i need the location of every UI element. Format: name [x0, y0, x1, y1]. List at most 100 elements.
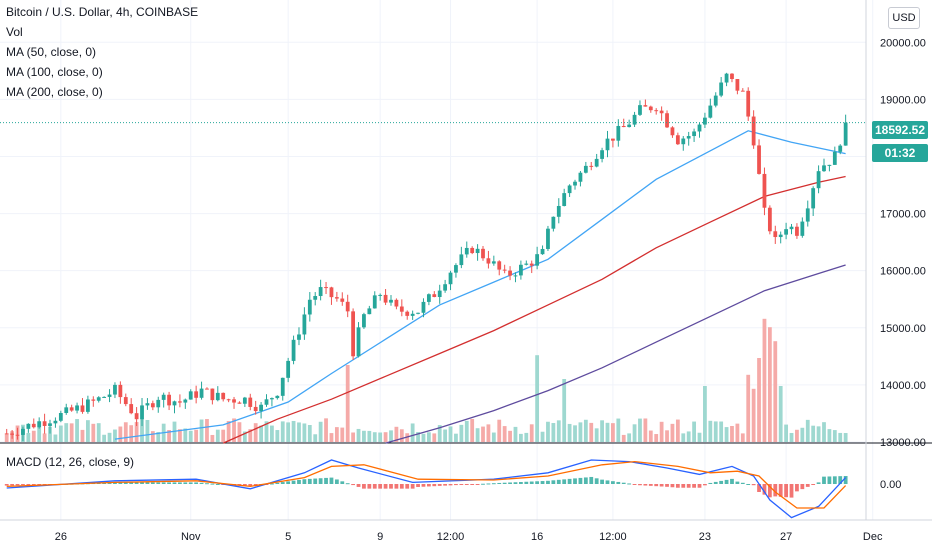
currency-button[interactable]: USD: [888, 7, 920, 29]
volume-bar: [286, 422, 291, 442]
macd-histogram-bar: [437, 484, 442, 486]
volume-bar: [740, 433, 745, 442]
volume-bar: [356, 428, 361, 442]
candle-body: [778, 234, 783, 238]
macd-histogram-bar: [659, 484, 664, 487]
macd-histogram-bar: [275, 482, 280, 484]
candle-body: [356, 327, 361, 357]
macd-histogram-bar: [156, 482, 161, 484]
candle-body: [816, 171, 821, 189]
legend-ma200[interactable]: MA (200, close, 0): [6, 85, 103, 99]
candle-body: [740, 90, 745, 92]
candle-body: [53, 420, 58, 424]
volume-bar: [524, 432, 529, 442]
candle-body: [123, 397, 128, 405]
macd-histogram-bar: [746, 484, 751, 485]
volume-bar: [199, 419, 204, 442]
macd-histogram-bar: [318, 478, 323, 484]
time-tick-label: Dec: [863, 531, 883, 543]
candle-body: [156, 399, 161, 408]
candle-body: [486, 258, 491, 264]
candle-body: [600, 150, 604, 159]
macd-histogram-bar: [416, 484, 420, 487]
macd-histogram-bar: [10, 484, 15, 486]
macd-histogram-bar: [329, 477, 334, 484]
macd-line: [6, 459, 847, 519]
volume-bar: [118, 426, 123, 442]
macd-histogram-bar: [751, 484, 756, 486]
candle-body: [719, 82, 724, 96]
volume-bar: [746, 374, 751, 442]
macd-histogram-bar: [784, 484, 789, 498]
volume-bar: [751, 388, 756, 442]
candle-body: [470, 247, 475, 254]
macd-histogram-bar: [215, 484, 220, 485]
candle-body: [15, 434, 20, 436]
volume-bar: [481, 426, 485, 442]
candle-body: [730, 73, 734, 80]
volume-bar: [670, 423, 675, 442]
candle-body: [237, 402, 242, 404]
candle-body: [811, 188, 816, 209]
volume-bar: [432, 433, 437, 442]
macd-histogram-bar: [540, 481, 545, 484]
candle-body: [21, 428, 25, 435]
macd-histogram-bar: [681, 484, 686, 488]
macd-histogram-bar: [654, 484, 659, 487]
legend-vol[interactable]: Vol: [6, 25, 23, 39]
candle-body: [399, 306, 404, 312]
symbol-title[interactable]: Bitcoin / U.S. Dollar, 4h, COINBASE: [6, 5, 199, 19]
volume-bars: [4, 318, 848, 442]
candle-body: [654, 110, 659, 112]
macd-histogram-bar: [21, 484, 25, 486]
volume-bar: [708, 420, 713, 442]
candle-body: [643, 105, 648, 107]
candle-body: [800, 221, 805, 236]
candle-body: [675, 135, 680, 145]
volume-bar: [215, 429, 220, 442]
macd-histogram-bar: [432, 484, 437, 487]
candle-body: [459, 254, 464, 266]
macd-histogram-bar: [351, 484, 356, 486]
volume-bar: [470, 418, 475, 442]
volume-bar: [270, 425, 274, 442]
macd-histogram-bar: [632, 484, 637, 485]
candle-body: [161, 394, 166, 400]
legend-ma100[interactable]: MA (100, close, 0): [6, 65, 103, 79]
candle-body: [589, 165, 594, 167]
volume-bar: [767, 327, 772, 442]
candle-body: [394, 299, 399, 307]
volume-bar: [37, 427, 42, 442]
volume-bar: [648, 430, 653, 442]
macd-histogram-bar: [573, 478, 577, 484]
candle-body: [91, 399, 96, 401]
macd-legend[interactable]: MACD (12, 26, close, 9): [6, 455, 135, 469]
volume-bar: [362, 430, 366, 442]
macd-histogram-bar: [291, 480, 296, 484]
macd-histogram-bar: [145, 482, 150, 484]
candle-body: [64, 407, 69, 414]
candle-body: [475, 248, 480, 254]
candle-body: [270, 398, 274, 400]
macd-histogram-bar: [210, 483, 215, 485]
candle-body: [405, 311, 410, 316]
candle-body: [703, 117, 707, 125]
ma200-line: [385, 264, 846, 444]
legend-ma50[interactable]: MA (50, close, 0): [6, 45, 97, 59]
macd-histogram-bar: [562, 479, 567, 484]
macd-histogram-bar: [497, 482, 502, 484]
volume-bar: [210, 434, 215, 442]
macd-histogram-bar: [616, 481, 621, 484]
macd-histogram-bar: [594, 478, 599, 484]
macd-histogram-bar: [399, 484, 404, 489]
candle-body: [832, 151, 837, 165]
candle-body: [708, 105, 713, 118]
volume-bar: [583, 419, 588, 442]
volume-bar: [80, 429, 85, 442]
macd-histogram-bar: [670, 484, 675, 488]
candle-body: [784, 229, 789, 235]
volume-bar: [805, 419, 810, 442]
volume-bar: [832, 430, 837, 442]
candle-body: [280, 377, 285, 396]
